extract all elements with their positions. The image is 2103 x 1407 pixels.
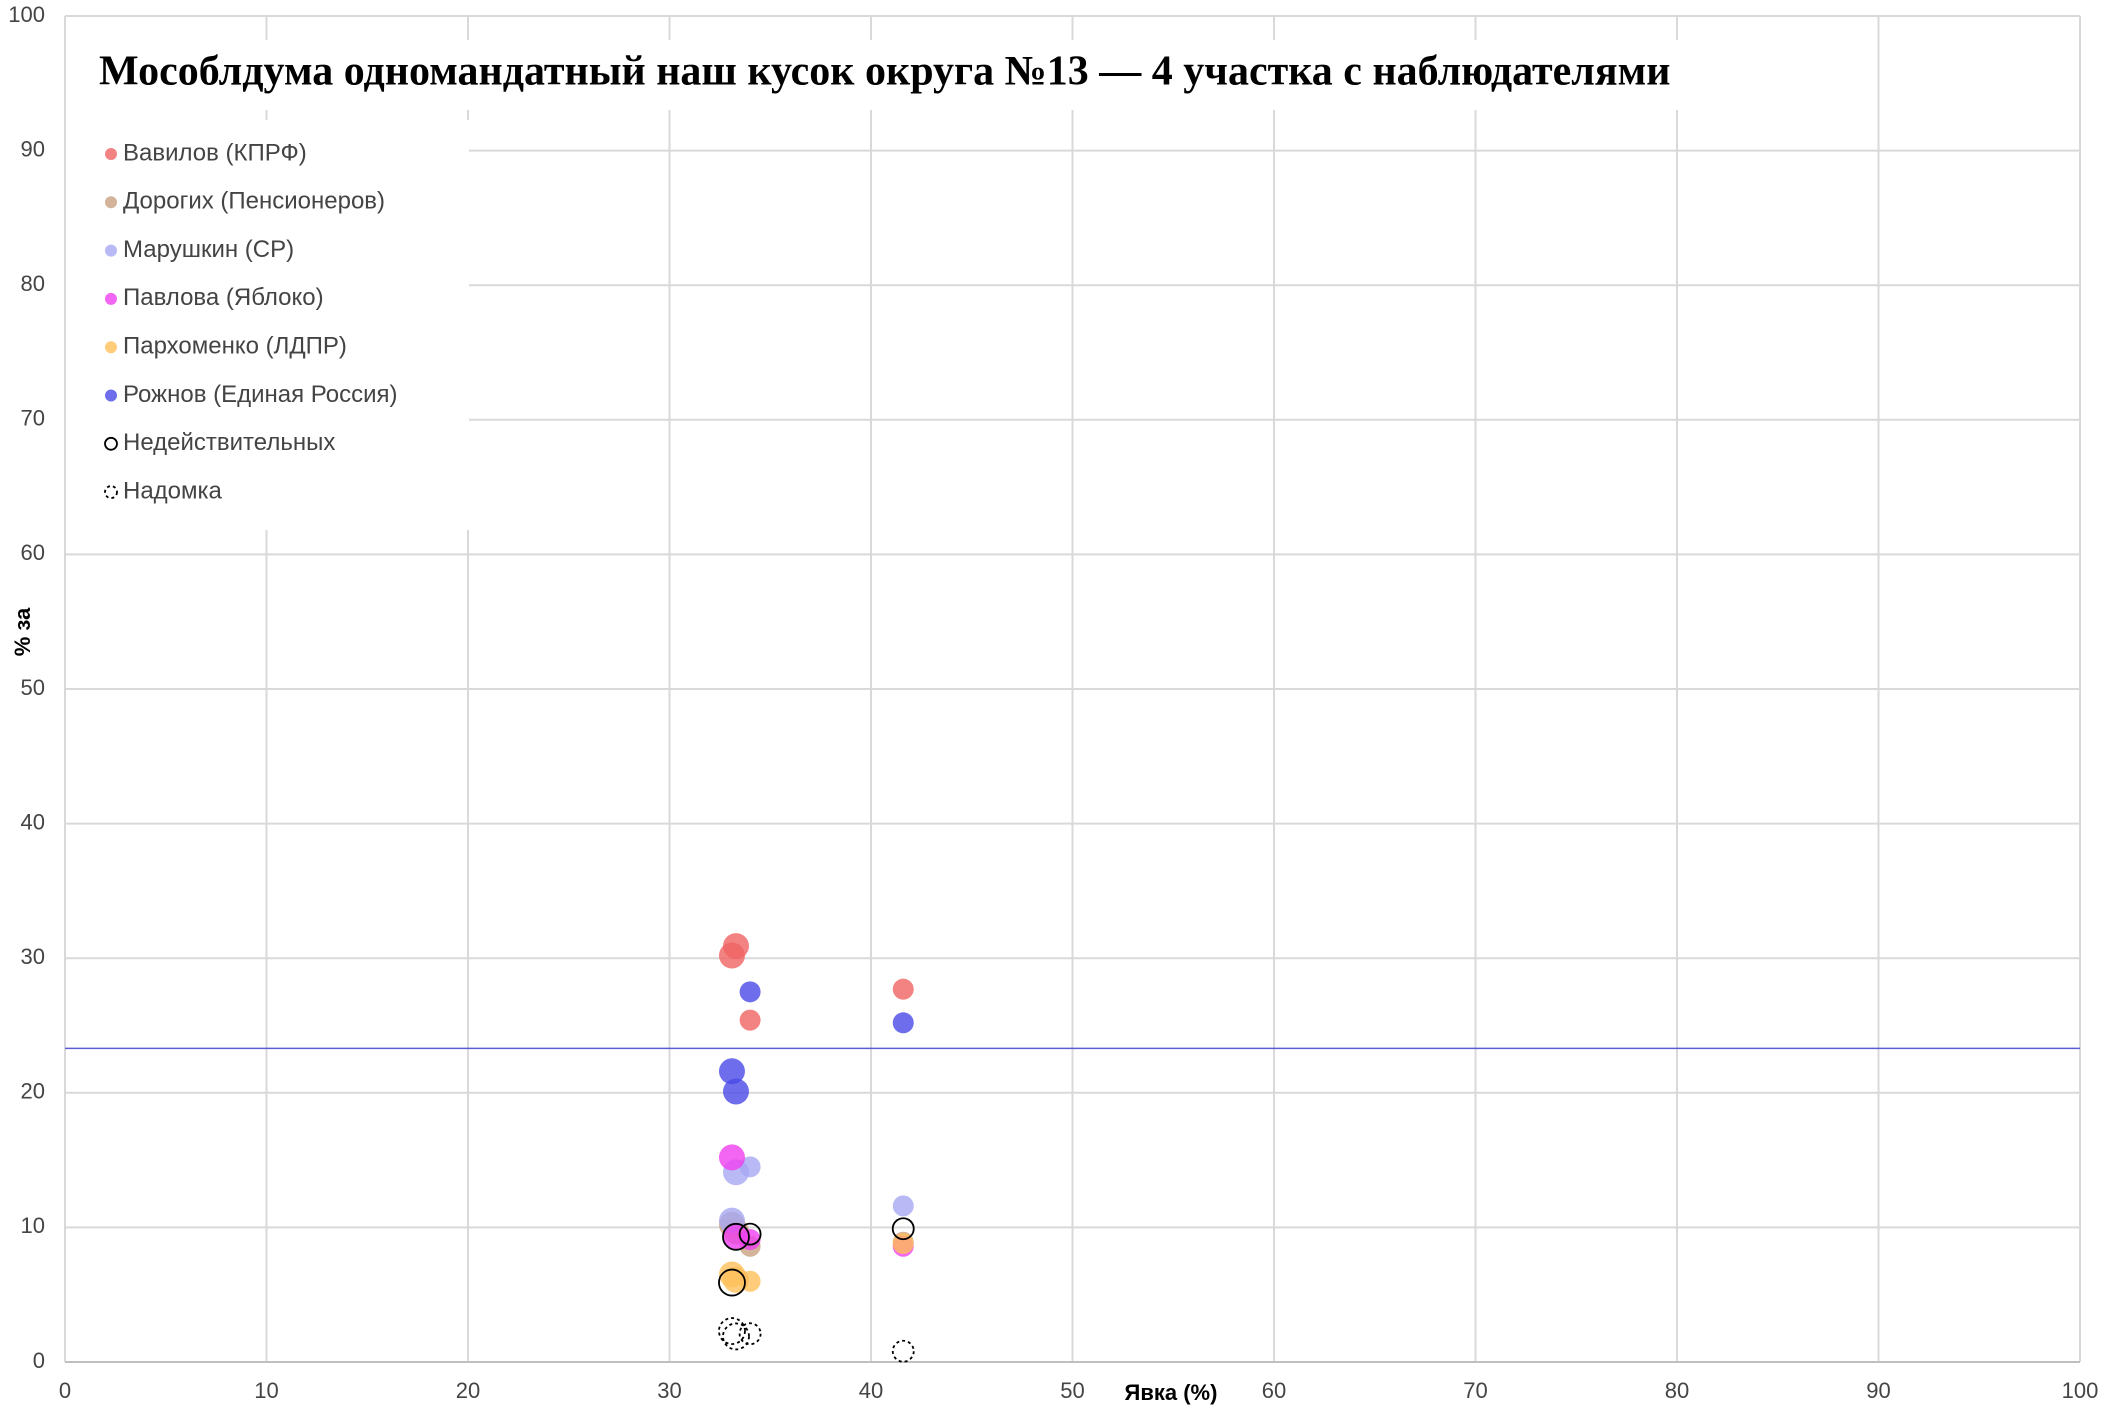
y-tick-label: 80 — [21, 271, 45, 296]
point — [739, 1229, 761, 1251]
legend-label: Павлова (Яблоко) — [123, 284, 324, 311]
point — [738, 1222, 762, 1246]
point — [722, 1322, 750, 1351]
x-axis-label: Явка (%) — [1125, 1380, 1218, 1405]
legend-marker — [105, 148, 117, 160]
x-tick-label: 70 — [1463, 1378, 1487, 1403]
legend-box — [66, 120, 469, 530]
x-tick-label: 20 — [456, 1378, 480, 1403]
legend-label: Надомка — [123, 477, 223, 504]
point — [891, 1217, 915, 1241]
legend-label: Пархоменко (ЛДПР) — [123, 333, 347, 360]
legend-marker — [105, 244, 117, 257]
y-tick-label: 90 — [21, 136, 45, 161]
y-tick-label: 70 — [21, 406, 45, 431]
legend-marker — [105, 341, 117, 354]
x-tick-label: 90 — [1866, 1378, 1890, 1403]
legend-marker — [105, 292, 117, 305]
point — [892, 1195, 914, 1217]
x-tick-label: 80 — [1665, 1378, 1689, 1403]
legend-marker — [104, 436, 118, 451]
y-tick-label: 100 — [8, 2, 45, 27]
point — [739, 1009, 761, 1031]
point — [739, 1156, 761, 1178]
point — [718, 1317, 746, 1345]
legend-label: Рожнов (Единая Россия) — [123, 381, 397, 408]
point — [718, 1268, 746, 1297]
legend-label: Дорогих (Пенсионеров) — [123, 188, 385, 215]
point — [892, 1012, 914, 1034]
y-tick-label: 20 — [21, 1079, 45, 1104]
point — [892, 978, 914, 1000]
x-tick-label: 0 — [59, 1378, 71, 1403]
x-tick-label: 10 — [254, 1378, 278, 1403]
legend-label: Недействительных — [123, 429, 335, 456]
y-tick-label: 30 — [21, 944, 45, 969]
point — [739, 981, 761, 1003]
y-tick-label: 50 — [21, 675, 45, 700]
point — [738, 1322, 762, 1346]
y-axis-label: % за — [10, 607, 35, 656]
x-tick-label: 40 — [859, 1378, 883, 1403]
legend-marker — [105, 389, 117, 402]
legend-label: Вавилов (КПРФ) — [123, 139, 307, 166]
chart-title: Мособлдума одномандатный наш кусок округ… — [99, 49, 1670, 95]
point — [722, 933, 749, 960]
y-tick-label: 10 — [21, 1213, 45, 1238]
y-tick-label: 60 — [21, 540, 45, 565]
legend-label: Марушкин (СР) — [123, 236, 294, 263]
y-tick-label: 0 — [33, 1348, 45, 1373]
y-tick-label: 40 — [21, 809, 45, 834]
point — [891, 1339, 915, 1363]
x-tick-label: 30 — [657, 1378, 681, 1403]
x-tick-label: 50 — [1060, 1378, 1084, 1403]
point — [722, 1222, 750, 1251]
point — [718, 1058, 745, 1085]
title-box — [66, 40, 1746, 110]
point — [718, 1144, 745, 1171]
legend-marker — [105, 196, 117, 209]
legend-marker — [104, 485, 118, 500]
point — [722, 1078, 749, 1105]
x-tick-label: 60 — [1262, 1378, 1286, 1403]
x-tick-label: 100 — [2062, 1378, 2099, 1403]
